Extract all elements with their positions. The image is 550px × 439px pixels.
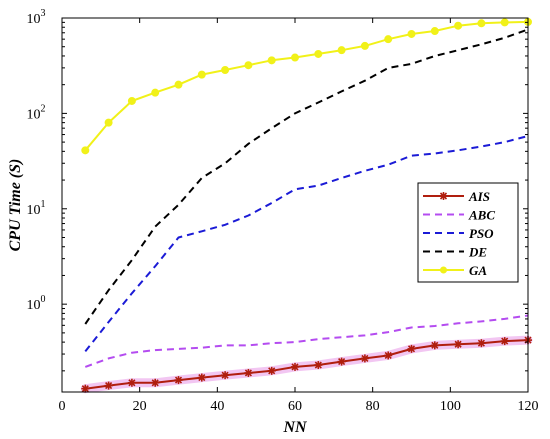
- series-ga-point: [407, 29, 416, 38]
- series-ais-point: [407, 344, 416, 353]
- series-ga-point: [314, 49, 323, 58]
- series-ais-point: [127, 378, 136, 387]
- series-ais-point: [384, 351, 393, 360]
- series-ga-point: [244, 61, 253, 70]
- x-tick-label: 80: [366, 399, 380, 414]
- series-ga-point: [81, 146, 90, 155]
- series-ga-point: [221, 66, 230, 75]
- series-ais-point: [314, 361, 323, 370]
- series-ais-point: [337, 357, 346, 366]
- y-tick-label: 102: [27, 103, 46, 122]
- series-ais-point: [244, 368, 253, 377]
- legend-box: [417, 182, 519, 283]
- legend-pso-label: PSO: [469, 226, 494, 241]
- series-ga-point: [360, 41, 369, 50]
- legend-ais-label: AIS: [468, 189, 490, 204]
- series-abc-line: [84, 314, 529, 368]
- series-ga-point: [477, 19, 486, 28]
- series-ais-point: [291, 362, 299, 371]
- series-ais-point: [104, 381, 113, 390]
- series-ga-point: [454, 21, 463, 30]
- tick-layer: 0 20 40 60 80 100 120 100 101 102 103: [27, 8, 539, 414]
- series-de-line: [84, 28, 529, 325]
- series-ais-point: [221, 371, 230, 380]
- series-ais-point: [174, 376, 183, 385]
- y-tick-label: 103: [27, 8, 46, 27]
- y-tick-label: 100: [27, 294, 46, 313]
- series-ais-point: [151, 378, 160, 387]
- series-ais-point: [81, 384, 90, 393]
- series-ga-point: [337, 46, 346, 55]
- series-ga-point: [384, 35, 393, 44]
- series-ga-point: [430, 27, 439, 36]
- y-axis-label: CPU Time (S): [7, 159, 24, 252]
- series-layer: [80, 17, 533, 394]
- legend: AIS ABC PSO DE GA: [417, 182, 519, 283]
- series-ga-point: [197, 70, 206, 79]
- x-tick-label: 40: [210, 399, 224, 414]
- series-ais-point: [267, 366, 276, 375]
- series-ais-point: [430, 341, 439, 350]
- series-ga-point: [291, 53, 299, 62]
- legend-ga-label: GA: [469, 263, 487, 278]
- x-tick-label: 20: [133, 399, 147, 414]
- series-ga-point: [267, 56, 276, 65]
- series-ga-point: [127, 96, 136, 105]
- x-tick-label: 0: [59, 399, 66, 414]
- series-ga-point: [500, 18, 509, 27]
- series-ais-point: [477, 339, 486, 348]
- series-ais-point: [197, 373, 206, 382]
- x-tick-label: 100: [440, 399, 461, 414]
- x-tick-label: 120: [518, 399, 539, 414]
- series-ga-point: [174, 80, 183, 89]
- legend-ais-marker: [439, 192, 448, 200]
- series-ga-point: [104, 118, 113, 127]
- legend-de-label: DE: [468, 245, 487, 260]
- series-ga-point: [151, 88, 160, 97]
- series-ais-point: [360, 354, 369, 363]
- series-pso-line: [84, 135, 529, 353]
- legend-ga-marker: [440, 266, 447, 274]
- y-tick-label: 101: [27, 199, 46, 218]
- legend-abc-label: ABC: [468, 208, 495, 223]
- x-axis-label: NN: [282, 419, 308, 436]
- series-ais-point: [454, 340, 463, 349]
- series-ais-point: [500, 337, 509, 346]
- x-tick-label: 60: [288, 399, 302, 414]
